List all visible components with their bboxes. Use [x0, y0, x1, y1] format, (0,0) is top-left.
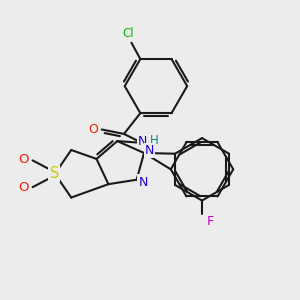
Text: H: H: [150, 134, 159, 147]
Text: N: N: [138, 135, 147, 148]
Text: O: O: [88, 123, 98, 136]
Text: Cl: Cl: [123, 27, 134, 40]
Text: S: S: [50, 166, 59, 181]
Text: O: O: [18, 181, 29, 194]
Text: N: N: [139, 176, 148, 189]
Text: N: N: [145, 144, 154, 157]
Text: O: O: [18, 153, 29, 166]
Text: F: F: [207, 215, 214, 228]
